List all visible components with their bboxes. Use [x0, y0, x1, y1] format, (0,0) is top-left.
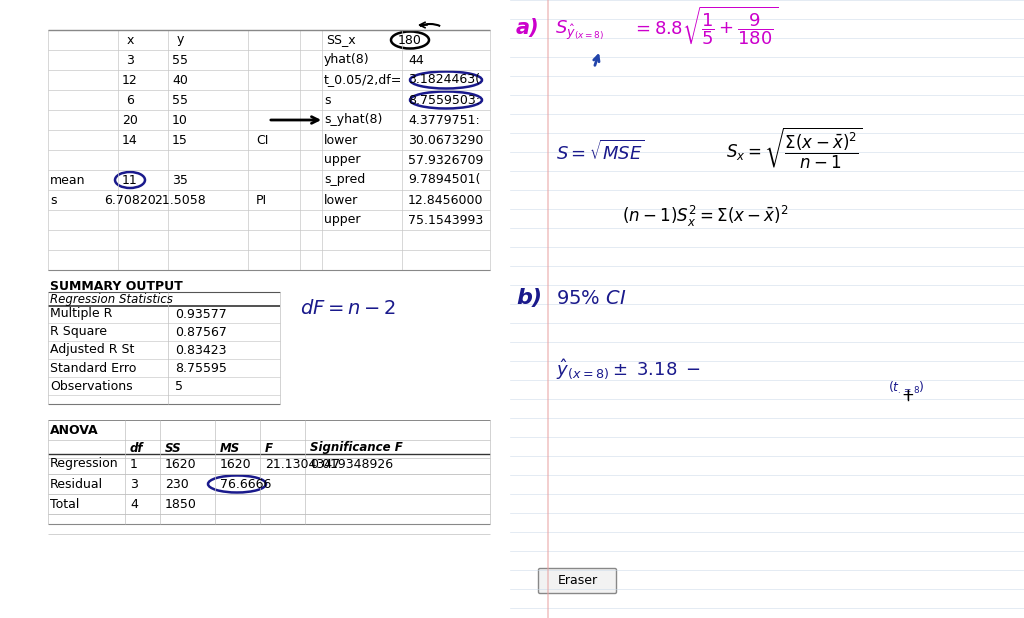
Text: Observations: Observations [50, 379, 133, 392]
Text: F: F [265, 441, 273, 454]
Text: $\mathregular{(}t_{\mathregular{.}=8}\mathregular{)}$: $\mathregular{(}t_{\mathregular{.}=8}\ma… [888, 380, 925, 396]
Text: SS_x: SS_x [326, 33, 355, 46]
Text: 15: 15 [172, 133, 188, 146]
Text: 55: 55 [172, 54, 188, 67]
Text: Standard Erro: Standard Erro [50, 362, 136, 375]
Text: $S_x=\sqrt{\dfrac{\Sigma(x-\bar{x})^2}{n-1}}$: $S_x=\sqrt{\dfrac{\Sigma(x-\bar{x})^2}{n… [726, 125, 863, 171]
Text: 0.83423: 0.83423 [175, 344, 226, 357]
Text: lower: lower [324, 193, 358, 206]
Text: 76.6666: 76.6666 [220, 478, 271, 491]
Text: $=8.8\sqrt{\dfrac{1}{5}+\dfrac{9}{180}}$: $=8.8\sqrt{\dfrac{1}{5}+\dfrac{9}{180}}$ [632, 5, 778, 47]
Text: 21.5058: 21.5058 [155, 193, 206, 206]
Text: $(n-1)S_x^2=\Sigma(x-\bar{x})^2$: $(n-1)S_x^2=\Sigma(x-\bar{x})^2$ [622, 203, 788, 229]
Text: 8.75595: 8.75595 [175, 362, 227, 375]
Text: 4.3779751:: 4.3779751: [408, 114, 480, 127]
Text: $S_{\hat{y}_{(x=8)}}$: $S_{\hat{y}_{(x=8)}}$ [555, 19, 604, 41]
Text: mean: mean [50, 174, 85, 187]
Text: 3: 3 [130, 478, 138, 491]
Text: 20: 20 [122, 114, 138, 127]
Text: 44: 44 [408, 54, 424, 67]
Text: $\hat{y}_{(x=8)}\pm\ 3.18\ -$: $\hat{y}_{(x=8)}\pm\ 3.18\ -$ [556, 358, 701, 382]
Text: Eraser: Eraser [557, 575, 598, 588]
Text: Regression: Regression [50, 457, 119, 470]
Text: 12.8456000: 12.8456000 [408, 193, 483, 206]
Text: Adjusted R St: Adjusted R St [50, 344, 134, 357]
Text: $S=\sqrt{MSE}$: $S=\sqrt{MSE}$ [556, 140, 645, 164]
Text: SS: SS [165, 441, 181, 454]
Text: CI: CI [256, 133, 268, 146]
Text: 55: 55 [172, 93, 188, 106]
FancyBboxPatch shape [539, 569, 616, 593]
Text: yhat(8): yhat(8) [324, 54, 370, 67]
Text: lower: lower [324, 133, 358, 146]
Text: Regression Statistics: Regression Statistics [50, 294, 173, 307]
Text: ANOVA: ANOVA [50, 423, 98, 436]
Text: 1620: 1620 [220, 457, 252, 470]
Text: 11: 11 [122, 174, 138, 187]
Text: upper: upper [324, 213, 360, 227]
Text: 180: 180 [398, 33, 422, 46]
Text: $dF=n-2$: $dF=n-2$ [300, 298, 396, 318]
Text: 8.7559503:: 8.7559503: [408, 93, 480, 106]
Text: 30.0673290: 30.0673290 [408, 133, 483, 146]
Text: Multiple R: Multiple R [50, 308, 113, 321]
Text: 1: 1 [130, 457, 138, 470]
Text: 75.1543993: 75.1543993 [408, 213, 483, 227]
Text: $95\%\ CI$: $95\%\ CI$ [556, 289, 627, 308]
Text: +: + [901, 387, 914, 402]
Text: Significance F: Significance F [310, 441, 402, 454]
Text: 14: 14 [122, 133, 138, 146]
Text: 40: 40 [172, 74, 188, 87]
Text: 1620: 1620 [165, 457, 197, 470]
Text: 1850: 1850 [165, 497, 197, 510]
Text: 3.1824463(: 3.1824463( [408, 74, 480, 87]
Text: s: s [50, 193, 56, 206]
Text: s_yhat(8): s_yhat(8) [324, 114, 382, 127]
Text: s: s [324, 93, 331, 106]
Text: a): a) [516, 18, 540, 38]
Text: y: y [176, 33, 183, 46]
Text: s_pred: s_pred [324, 174, 366, 187]
Text: MS: MS [220, 441, 241, 454]
Text: 5: 5 [175, 379, 183, 392]
Text: 0.93577: 0.93577 [175, 308, 226, 321]
Text: 12: 12 [122, 74, 138, 87]
Text: 57.9326709: 57.9326709 [408, 153, 483, 166]
Text: 21.1304347: 21.1304347 [265, 457, 340, 470]
Text: 4: 4 [130, 497, 138, 510]
Text: 3: 3 [126, 54, 134, 67]
Text: t_0.05/2,df=: t_0.05/2,df= [324, 74, 402, 87]
Text: R Square: R Square [50, 326, 106, 339]
Text: 0.019348926: 0.019348926 [310, 457, 393, 470]
Text: PI: PI [256, 193, 267, 206]
Text: b): b) [516, 288, 542, 308]
Text: SUMMARY OUTPUT: SUMMARY OUTPUT [50, 279, 182, 292]
Text: 9.7894501(: 9.7894501( [408, 174, 480, 187]
Text: 10: 10 [172, 114, 188, 127]
Text: 230: 230 [165, 478, 188, 491]
Text: Total: Total [50, 497, 80, 510]
Text: upper: upper [324, 153, 360, 166]
Text: 6.70820: 6.70820 [104, 193, 156, 206]
Text: x: x [126, 33, 134, 46]
Text: 6: 6 [126, 93, 134, 106]
Text: Residual: Residual [50, 478, 103, 491]
Text: df: df [130, 441, 143, 454]
Text: 0.87567: 0.87567 [175, 326, 227, 339]
Text: 35: 35 [172, 174, 188, 187]
